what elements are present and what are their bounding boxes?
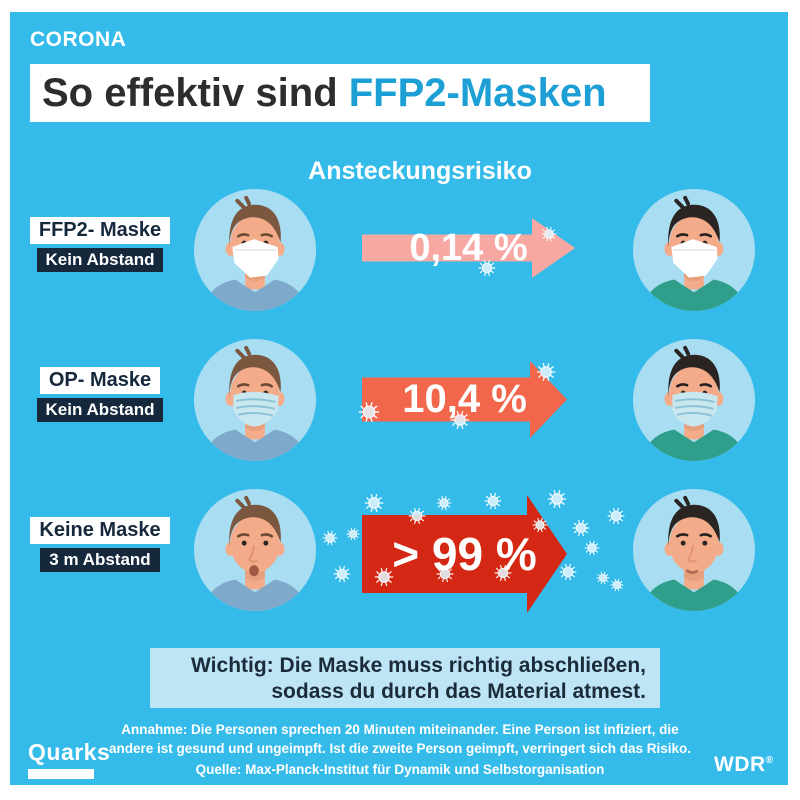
virus-particle	[610, 578, 624, 592]
important-notice-box: Wichtig: Die Maske muss richtig abschlie…	[150, 648, 660, 708]
virus-particle	[572, 519, 590, 537]
row-op-mask: OP- Maske Kein Abstand 10,4 %	[0, 335, 800, 485]
row-labels: OP- Maske Kein Abstand	[14, 367, 186, 422]
assumption-footnote: Annahme: Die Personen sprechen 20 Minute…	[80, 720, 720, 758]
risk-arrow-small	[362, 218, 575, 278]
footnote-line1: Annahme: Die Personen sprechen 20 Minute…	[121, 722, 679, 737]
title-prefix: So effektiv sind	[42, 71, 349, 115]
virus-particle	[607, 507, 625, 525]
title-bar: So effektiv sind FFP2-Masken	[30, 64, 650, 122]
footnote-line2: andere ist gesund und ungeimpft. Ist die…	[108, 741, 692, 756]
mask-type-label: FFP2- Maske	[29, 217, 171, 244]
person-infected-nomask-illustration	[192, 487, 318, 613]
wdr-registered-mark: ®	[765, 755, 774, 766]
virus-particle	[584, 540, 600, 556]
notice-line1-rest: Die Maske muss richtig abschließen,	[273, 654, 646, 677]
risk-column-heading: Ansteckungsrisiko	[308, 157, 532, 185]
person-healthy-ffp2-illustration	[631, 187, 757, 313]
row-no-mask: Keine Maske 3 m Abstand > 99 %	[0, 485, 800, 635]
notice-line2: sodass du durch das Material atmest.	[271, 680, 646, 703]
quarks-logo: Quarks	[28, 739, 110, 779]
notice-line1: Wichtig: Die Maske muss richtig abschlie…	[160, 653, 646, 679]
virus-particle	[322, 530, 338, 546]
wdr-logo-text: WDR	[714, 753, 766, 776]
person-infected-op-illustration	[192, 337, 318, 463]
source-line: Quelle: Max-Planck-Institut für Dynamik …	[195, 762, 605, 777]
wdr-logo: WDR®	[714, 753, 774, 777]
person-healthy-nomask-illustration	[631, 487, 757, 613]
distance-label: Kein Abstand	[36, 398, 164, 422]
virus-particle	[596, 571, 610, 585]
mask-type-label: Keine Maske	[30, 517, 170, 544]
person-healthy-op-illustration	[631, 337, 757, 463]
title-highlight: FFP2-Masken	[348, 71, 607, 115]
kicker: CORONA	[30, 28, 127, 51]
row-labels: Keine Maske 3 m Abstand	[14, 517, 186, 572]
virus-particle	[346, 527, 360, 541]
page-title: So effektiv sind FFP2-Masken	[30, 64, 650, 122]
person-infected-ffp2-illustration	[192, 187, 318, 313]
risk-arrow-large	[362, 495, 567, 613]
distance-label: Kein Abstand	[36, 248, 164, 272]
virus-particle	[333, 565, 351, 583]
mask-type-label: OP- Maske	[39, 367, 161, 394]
quarks-logo-text: Quarks	[28, 739, 111, 765]
quarks-logo-bar	[28, 769, 94, 779]
row-labels: FFP2- Maske Kein Abstand	[14, 217, 186, 272]
distance-label: 3 m Abstand	[40, 548, 160, 572]
row-ffp2-mask: FFP2- Maske Kein Abstand 0,14 %	[0, 185, 800, 335]
risk-arrow-medium	[362, 361, 567, 438]
notice-label: Wichtig:	[191, 654, 274, 677]
